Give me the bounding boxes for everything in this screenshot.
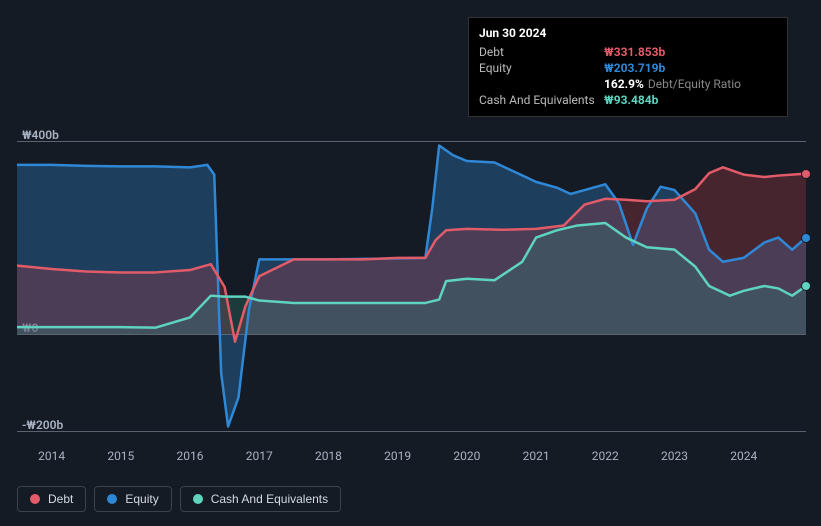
x-tick-label: 2017: [246, 449, 273, 463]
legend-item-equity[interactable]: Equity: [94, 486, 171, 512]
tooltip-row: Debt₩331.853b: [479, 44, 777, 60]
tooltip-label: Cash And Equivalents: [479, 93, 604, 107]
x-tick-label: 2023: [661, 449, 688, 463]
end-dot-debt: [801, 169, 811, 179]
tooltip-label: Debt: [479, 45, 604, 59]
legend-dot-icon: [107, 494, 117, 504]
tooltip-label: [479, 77, 604, 91]
x-tick-label: 2021: [523, 449, 550, 463]
tooltip-suffix: Debt/Equity Ratio: [648, 77, 741, 91]
x-tick-label: 2018: [315, 449, 342, 463]
tooltip-date: Jun 30 2024: [479, 26, 777, 40]
tooltip-row: 162.9% Debt/Equity Ratio: [479, 76, 777, 92]
tooltip-value: ₩93.484b: [604, 93, 658, 107]
legend-item-cash[interactable]: Cash And Equivalents: [180, 486, 341, 512]
x-tick-label: 2016: [177, 449, 204, 463]
tooltip-value: ₩203.719b: [604, 61, 665, 75]
legend-label: Equity: [125, 492, 158, 506]
end-dot-equity: [801, 233, 811, 243]
tooltip-row: Equity₩203.719b: [479, 60, 777, 76]
tooltip-row: Cash And Equivalents₩93.484b: [479, 92, 777, 108]
chart-legend: Debt Equity Cash And Equivalents: [17, 486, 341, 512]
legend-dot-icon: [30, 494, 40, 504]
line-area-chart[interactable]: [17, 131, 806, 441]
x-tick-label: 2019: [384, 449, 411, 463]
chart-tooltip: Jun 30 2024 Debt₩331.853bEquity₩203.719b…: [468, 17, 788, 117]
tooltip-value: 162.9%: [604, 77, 644, 91]
end-dot-cash: [801, 281, 811, 291]
x-tick-label: 2022: [592, 449, 619, 463]
x-tick-label: 2024: [730, 449, 757, 463]
tooltip-label: Equity: [479, 61, 604, 75]
x-tick-label: 2014: [38, 449, 65, 463]
x-tick-label: 2020: [453, 449, 480, 463]
legend-label: Cash And Equivalents: [211, 492, 328, 506]
legend-dot-icon: [193, 494, 203, 504]
chart-container: ₩400b ₩0 -₩200b 201420152016201720182019…: [0, 0, 821, 526]
x-tick-label: 2015: [107, 449, 134, 463]
tooltip-value: ₩331.853b: [604, 45, 665, 59]
legend-item-debt[interactable]: Debt: [17, 486, 86, 512]
legend-label: Debt: [48, 492, 73, 506]
